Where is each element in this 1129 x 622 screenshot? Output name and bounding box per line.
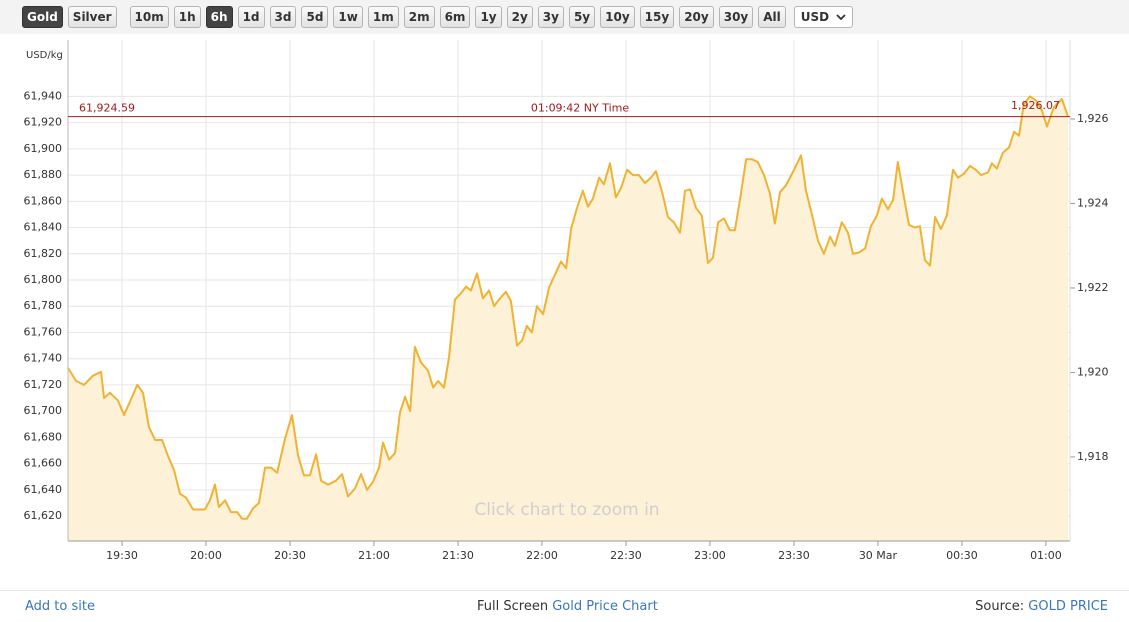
x-tick-label: 22:00 xyxy=(526,549,558,562)
y-tick-label: 61,840 xyxy=(24,221,63,234)
x-tick-label: 23:00 xyxy=(694,549,726,562)
range-button[interactable]: 5y xyxy=(568,6,596,28)
range-button[interactable]: 1m xyxy=(367,6,399,28)
price-line xyxy=(67,95,1069,520)
full-screen-label: Full Screen xyxy=(477,599,549,614)
y-tick-label: 61,880 xyxy=(24,168,63,181)
range-button[interactable]: 30y xyxy=(718,6,754,28)
x-tick-label: 20:30 xyxy=(274,549,306,562)
source-link[interactable]: GOLD PRICE xyxy=(1028,599,1108,614)
range-button[interactable]: 1d xyxy=(237,6,265,28)
metal-button[interactable]: Silver xyxy=(67,6,117,28)
range-button[interactable]: All xyxy=(758,6,786,28)
x-tick-label: 23:30 xyxy=(778,549,810,562)
add-to-site-link[interactable]: Add to site xyxy=(25,599,95,614)
x-tick-label: 21:00 xyxy=(358,549,390,562)
y-tick-label: 61,820 xyxy=(24,247,63,260)
full-screen-text: Full Screen Gold Price Chart xyxy=(477,599,658,614)
y-tick-label: 61,800 xyxy=(24,273,63,286)
x-tick-label: 20:00 xyxy=(190,549,222,562)
y-tick-label: 61,720 xyxy=(24,378,63,391)
range-button[interactable]: 2m xyxy=(403,6,435,28)
x-tick-label: 30 Mar xyxy=(859,549,898,562)
y-tick-label: 61,660 xyxy=(24,457,63,470)
range-button[interactable]: 15y xyxy=(639,6,675,28)
footer: Add to site Full Screen Gold Price Chart… xyxy=(0,590,1129,622)
range-button[interactable]: 3y xyxy=(537,6,564,28)
x-tick-label: 19:30 xyxy=(106,549,138,562)
y-tick-label: 61,620 xyxy=(24,509,63,522)
range-button[interactable]: 1y xyxy=(475,6,502,28)
x-tick-label: 21:30 xyxy=(442,549,474,562)
metal-button[interactable]: Gold xyxy=(22,6,63,28)
range-button[interactable]: 1w xyxy=(333,6,363,28)
y-tick-label: 61,680 xyxy=(24,430,63,443)
range-button[interactable]: 5d xyxy=(301,6,329,28)
current-price-label: 61,924.59 xyxy=(79,102,135,115)
y2-tick-label: 1,924 xyxy=(1077,196,1109,209)
y-tick-label: 61,760 xyxy=(24,325,63,338)
full-screen-link[interactable]: Gold Price Chart xyxy=(552,599,658,614)
y-tick-label: 61,940 xyxy=(24,89,63,102)
source-label: Source: xyxy=(975,599,1025,614)
current-time-label: 01:09:42 NY Time xyxy=(531,102,629,115)
range-button[interactable]: 20y xyxy=(679,6,714,28)
area xyxy=(68,96,1068,542)
x-tick-label: 00:30 xyxy=(946,549,978,562)
y-tick-label: 61,700 xyxy=(24,404,63,417)
range-button[interactable]: 10y xyxy=(600,6,635,28)
currency-select[interactable]: USD xyxy=(793,6,853,28)
zoom-hint: Click chart to zoom in xyxy=(474,500,659,520)
currency-value: USD xyxy=(800,10,830,24)
y2-tick-label: 1,920 xyxy=(1077,365,1109,378)
x-tick-label: 01:00 xyxy=(1030,549,1062,562)
y-axis-label: USD/kg xyxy=(26,50,63,61)
range-button[interactable]: 6m xyxy=(439,6,471,28)
x-tick-label: 22:30 xyxy=(610,549,642,562)
y-tick-label: 61,860 xyxy=(24,194,63,207)
range-button[interactable]: 3d xyxy=(269,6,297,28)
y-tick-label: 61,780 xyxy=(24,299,63,312)
y-tick-label: 61,640 xyxy=(24,483,63,496)
current-price-y2-label: 1,926.07 xyxy=(1011,99,1060,112)
dropdown-caret xyxy=(836,14,846,20)
range-button[interactable]: 1h xyxy=(173,6,201,28)
y-tick-label: 61,900 xyxy=(24,142,63,155)
y2-tick-label: 1,918 xyxy=(1077,450,1109,463)
y2-tick-label: 1,922 xyxy=(1077,281,1109,294)
source-text: Source: GOLD PRICE xyxy=(975,599,1108,614)
range-button[interactable]: 6h xyxy=(205,6,233,28)
y-tick-label: 61,920 xyxy=(24,116,63,129)
toolbar: Gold Silver 10m 1h 6h 1d 3d 5d 1w 1m 2m 6m 1y 2y 3y 5y 1… xyxy=(0,0,1129,34)
chart: USD/kg 61,620 61,640 61,660 61,680 61,700 61,… xyxy=(24,40,1109,562)
range-button[interactable]: 10m xyxy=(129,6,169,28)
range-button[interactable]: 2y xyxy=(506,6,533,28)
y2-tick-label: 1,926 xyxy=(1077,112,1109,125)
y-tick-label: 61,740 xyxy=(24,352,63,365)
